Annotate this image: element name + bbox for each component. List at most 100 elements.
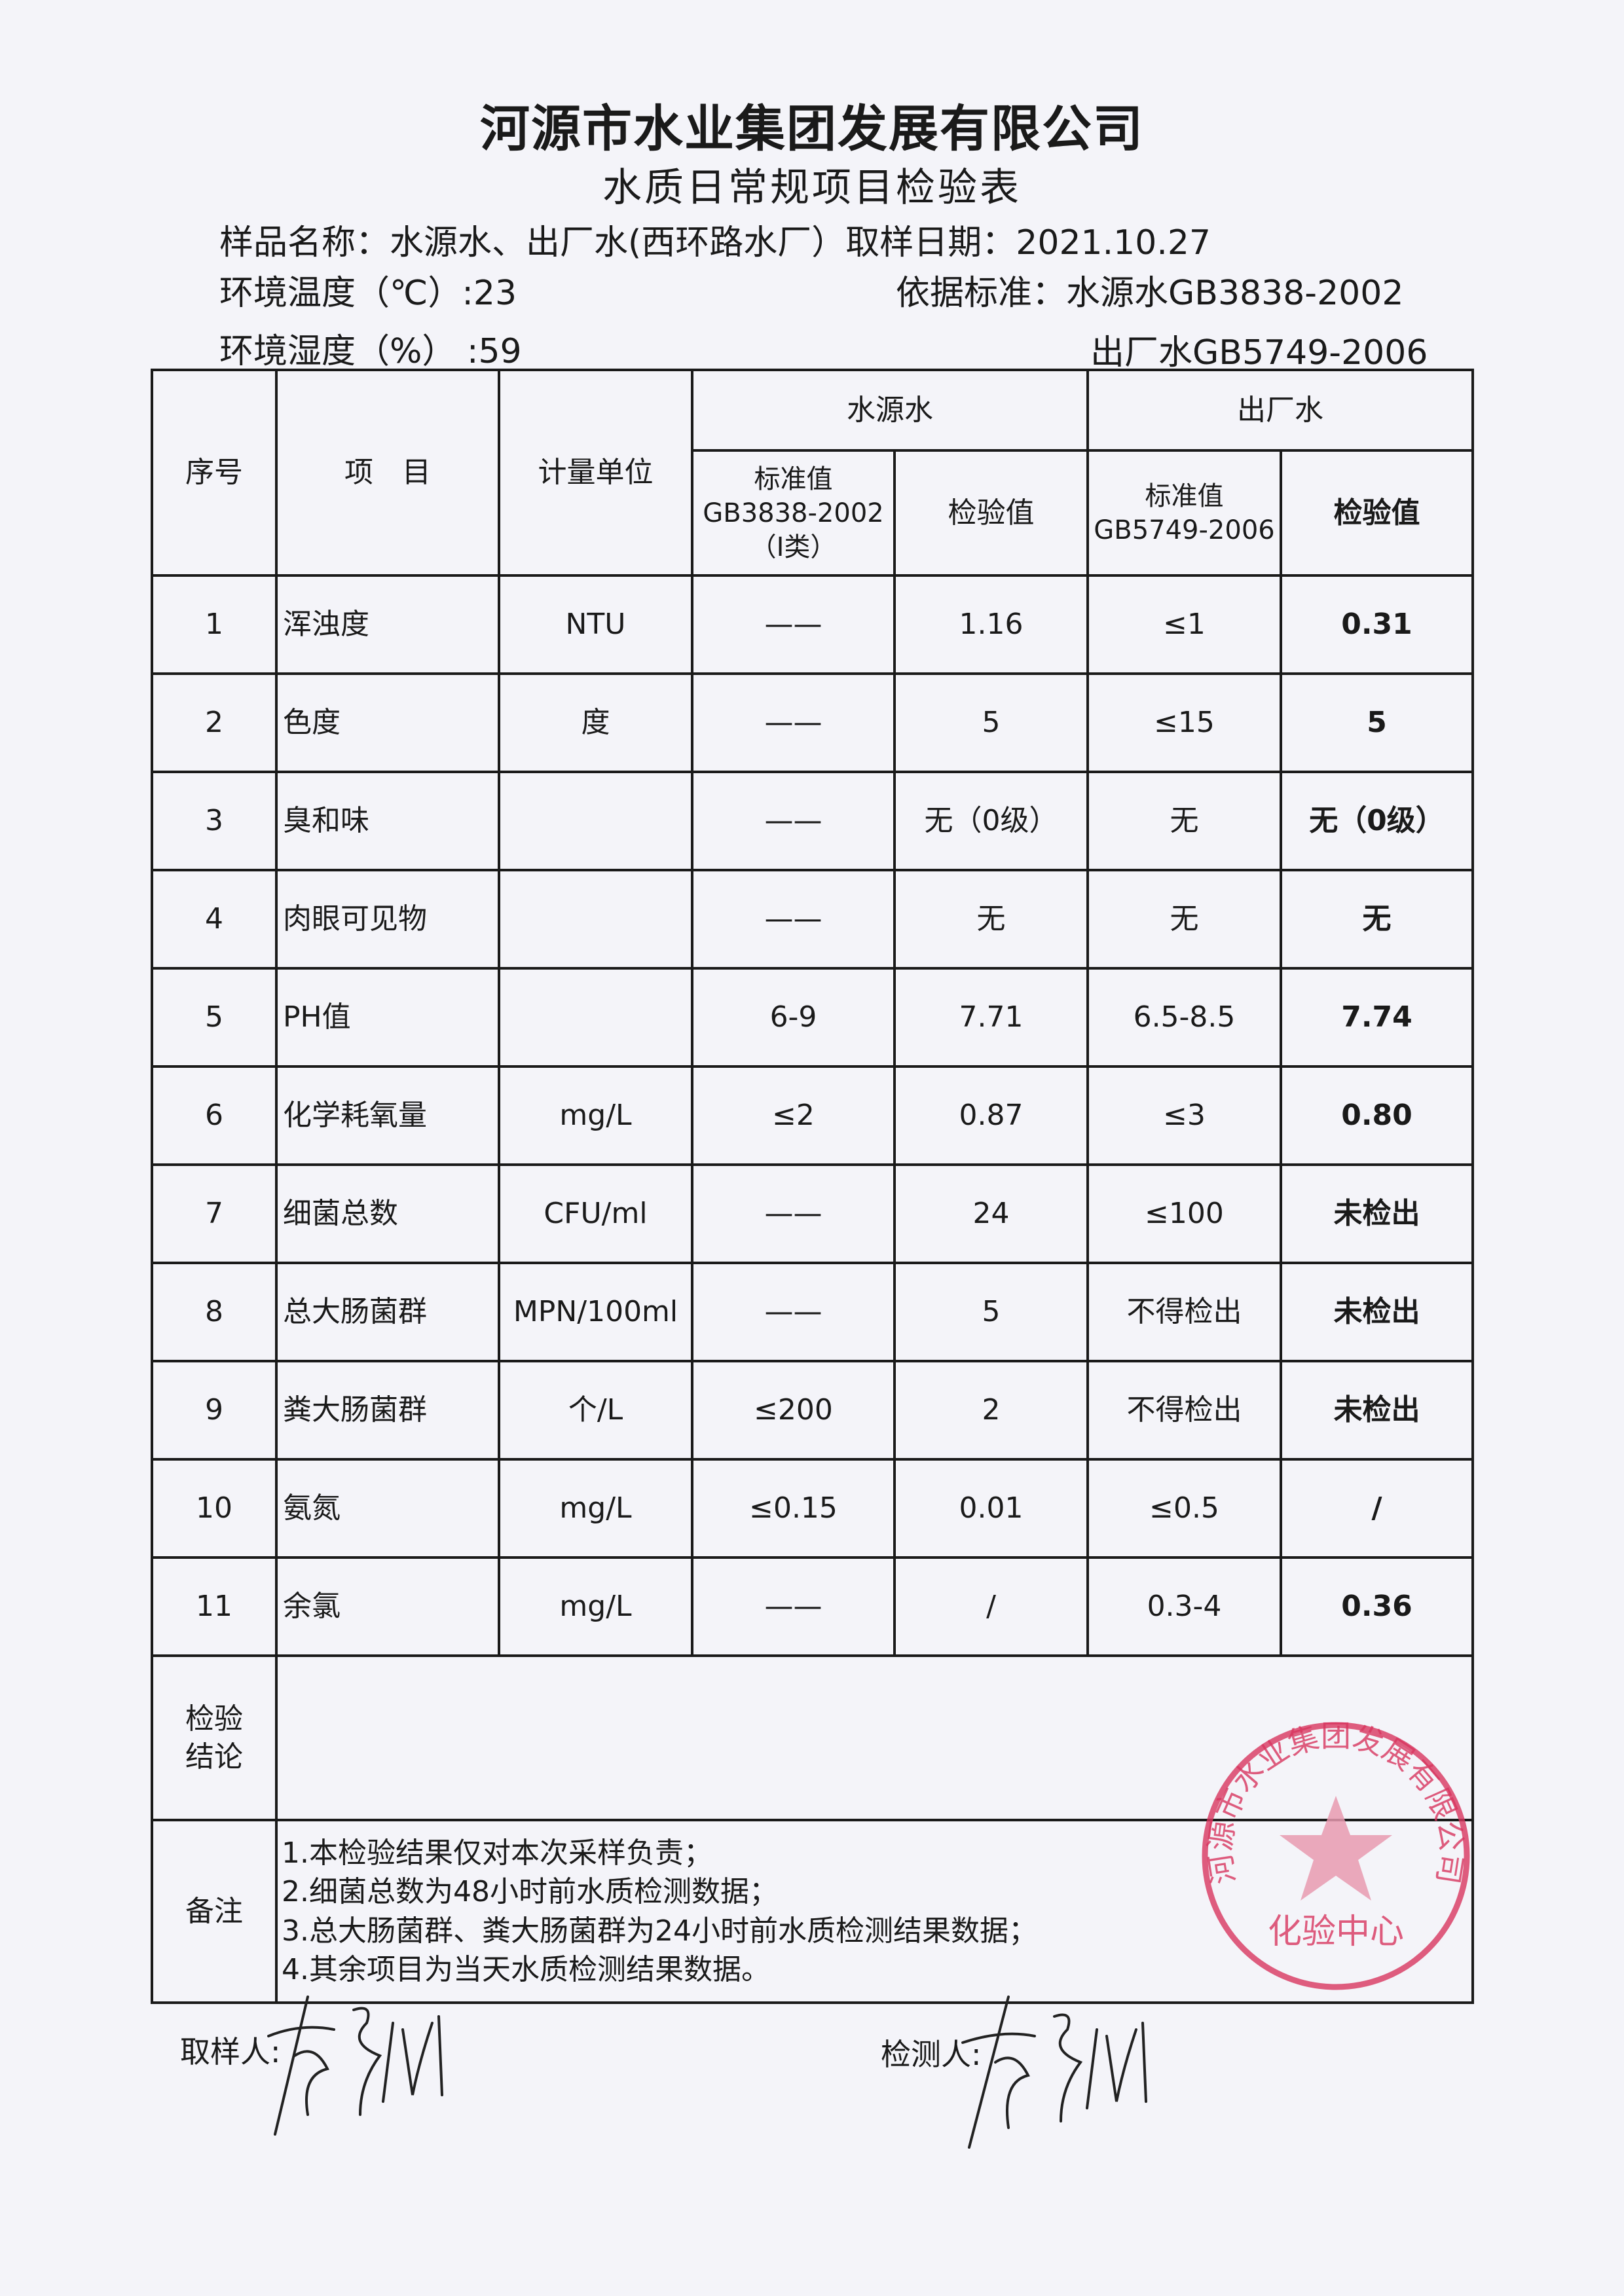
source-standard: ≤2 <box>691 1065 896 1166</box>
row-no: 10 <box>151 1458 278 1559</box>
item-name: 浑浊度 <box>275 574 500 675</box>
header-item: 项 目 <box>275 369 500 577</box>
table-row: 5 PH值 6-9 7.71 6.5-8.5 7.74 <box>151 967 1474 1068</box>
header-plant-water: 出厂水 <box>1086 369 1474 452</box>
conclusion-label: 检验 结论 <box>151 1654 278 1821</box>
remark-item: 1.本检验结果仅对本次采样负责； <box>282 1836 712 1870</box>
item-name: 余氯 <box>275 1556 500 1657</box>
plant-standard: 无 <box>1086 771 1282 871</box>
official-seal: 河源市水业集团发展有限公司 化验中心 <box>1202 1718 1470 1990</box>
row-no: 2 <box>151 672 278 773</box>
item-name: 臭和味 <box>275 771 500 871</box>
item-name: 粪大肠菌群 <box>275 1360 500 1461</box>
remark-item: 2.细菌总数为48小时前水质检测数据； <box>282 1875 778 1909</box>
source-standard-class: （Ⅰ类） <box>750 532 837 562</box>
row-no: 8 <box>151 1262 278 1362</box>
source-standard: —— <box>691 869 896 970</box>
source-standard-label: 标准值 <box>754 464 833 494</box>
table-row: 3 臭和味 —— 无（0级）无无（0级） <box>151 771 1474 871</box>
unit: mg/L <box>498 1458 693 1559</box>
remark-item: 3.总大肠菌群、粪大肠菌群为24小时前水质检测结果数据； <box>282 1914 1037 1948</box>
sampler-label: 取样人: <box>180 2034 281 2069</box>
source-standard: —— <box>691 672 896 773</box>
item-name: 细菌总数 <box>275 1163 500 1264</box>
plant-result: 未检出 <box>1280 1163 1474 1264</box>
source-standard-code: GB3838-2002 <box>703 498 884 528</box>
header-no: 序号 <box>151 369 278 577</box>
source-result: 5 <box>893 1262 1089 1362</box>
source-result: 5 <box>893 672 1089 773</box>
inspection-table: 序号 项 目 计量单位 水源水 出厂水 标准值 GB3838-2002 （Ⅰ类）… <box>151 369 1474 2004</box>
item-name: 肉眼可见物 <box>275 869 500 970</box>
source-result: 7.71 <box>893 967 1089 1068</box>
source-standard: —— <box>691 1262 896 1362</box>
standard-source: 依据标准：水源水GB3838-2002 <box>896 274 1404 313</box>
table-row: 4 肉眼可见物 —— 无无无 <box>151 869 1474 970</box>
row-no: 7 <box>151 1163 278 1264</box>
plant-standard: ≤0.5 <box>1086 1458 1282 1559</box>
source-result: 24 <box>893 1163 1089 1264</box>
source-result: 无 <box>893 869 1089 970</box>
table-row: 8 总大肠菌群 MPN/100ml —— 5 不得检出 未检出 <box>151 1262 1474 1362</box>
plant-result: 无 <box>1280 869 1474 970</box>
source-result: 无（0级） <box>893 771 1089 871</box>
star-icon <box>1280 1796 1392 1901</box>
unit <box>498 771 693 871</box>
item-name: 氨氮 <box>275 1458 500 1559</box>
plant-standard: ≤15 <box>1086 672 1282 773</box>
source-standard: —— <box>691 1556 896 1657</box>
plant-standard: ≤100 <box>1086 1163 1282 1264</box>
header-source-standard: 标准值 GB3838-2002 （Ⅰ类） <box>691 449 896 577</box>
svg-text:化验中心: 化验中心 <box>1268 1912 1404 1952</box>
item-name: 化学耗氧量 <box>275 1065 500 1166</box>
row-no: 1 <box>151 574 278 675</box>
plant-result: 未检出 <box>1280 1360 1474 1461</box>
table-row: 10 氨氮 mg/L ≤0.15 0.01 ≤0.5/ <box>151 1458 1474 1559</box>
unit: 度 <box>498 672 693 773</box>
plant-result: 无（0级） <box>1280 771 1474 871</box>
source-standard: ≤0.15 <box>691 1458 896 1559</box>
plant-result: 0.36 <box>1280 1556 1474 1657</box>
unit: 个/L <box>498 1360 693 1461</box>
source-standard: —— <box>691 574 896 675</box>
plant-standard: 不得检出 <box>1086 1360 1282 1461</box>
plant-result: 0.80 <box>1280 1065 1474 1166</box>
company-title: 河源市水业集团发展有限公司 <box>480 100 1144 158</box>
temperature: 环境温度（℃）:23 <box>219 274 517 313</box>
conclusion-label-text: 检验 结论 <box>185 1702 243 1774</box>
source-standard: —— <box>691 1163 896 1264</box>
source-result: 2 <box>893 1360 1089 1461</box>
source-standard: —— <box>691 771 896 871</box>
table-row: 11 余氯 mg/L ——/0.3-4 0.36 <box>151 1556 1474 1657</box>
header-source-water: 水源水 <box>691 369 1089 452</box>
humidity: 环境湿度（%） :59 <box>219 332 522 371</box>
plant-result: 未检出 <box>1280 1262 1474 1362</box>
sampler-signature <box>267 1995 443 2136</box>
remarks-label: 备注 <box>151 1819 278 2004</box>
source-result: / <box>893 1556 1089 1657</box>
source-result: 1.16 <box>893 574 1089 675</box>
table-row: 1 浑浊度 NTU —— 1.16 ≤1 0.31 <box>151 574 1474 675</box>
plant-standard-label: 标准值 <box>1145 481 1224 511</box>
unit: mg/L <box>498 1065 693 1166</box>
form-title: 水质日常规项目检验表 <box>602 165 1022 211</box>
standard-plant: 出厂水GB5749-2006 <box>1090 333 1428 373</box>
table-row: 2 色度度 —— 5 ≤15 5 <box>151 672 1474 773</box>
table-row: 6 化学耗氧量 mg/L ≤2 0.87 ≤3 0.80 <box>151 1065 1474 1166</box>
source-result: 0.01 <box>893 1458 1089 1559</box>
unit: MPN/100ml <box>498 1262 693 1362</box>
unit: NTU <box>498 574 693 675</box>
row-no: 5 <box>151 967 278 1068</box>
unit: CFU/ml <box>498 1163 693 1264</box>
plant-standard: 不得检出 <box>1086 1262 1282 1362</box>
plant-standard: 无 <box>1086 869 1282 970</box>
plant-standard: 0.3-4 <box>1086 1556 1282 1657</box>
unit <box>498 869 693 970</box>
row-no: 6 <box>151 1065 278 1166</box>
remarks-content: 1.本检验结果仅对本次采样负责； 2.细菌总数为48小时前水质检测数据； 3.总… <box>275 1819 1474 2004</box>
item-name: PH值 <box>275 967 500 1068</box>
plant-standard: 6.5-8.5 <box>1086 967 1282 1068</box>
row-no: 9 <box>151 1360 278 1461</box>
source-standard: 6-9 <box>691 967 896 1068</box>
plant-standard: ≤3 <box>1086 1065 1282 1166</box>
